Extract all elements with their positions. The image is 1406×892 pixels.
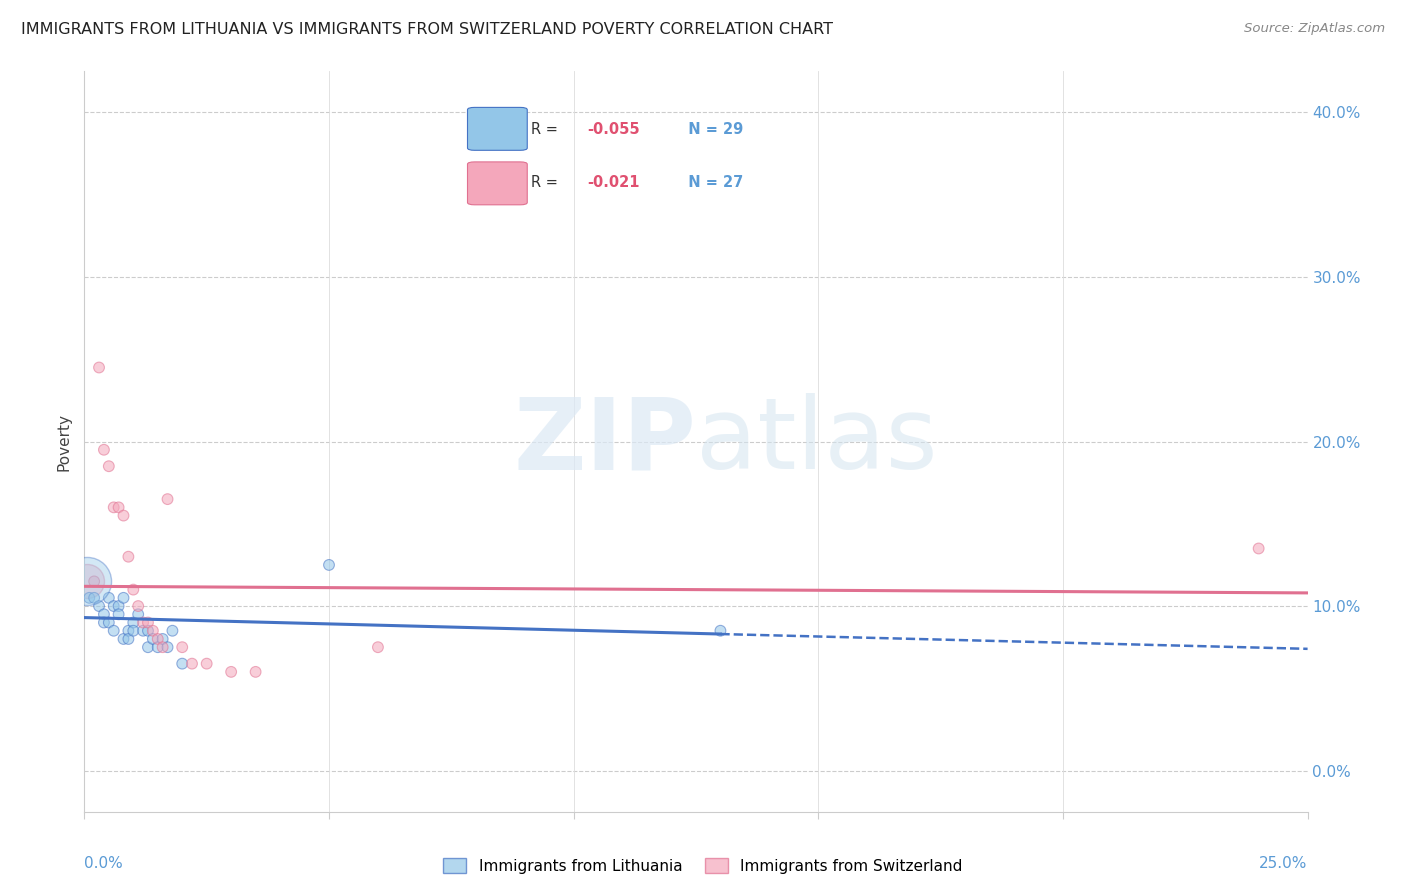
Point [122, 615, 145, 630]
Point [103, 599, 125, 613]
Text: ZIP: ZIP [513, 393, 696, 490]
Point [117, 624, 139, 638]
Text: -0.021: -0.021 [588, 175, 640, 190]
Point [195, 657, 218, 671]
Point [136, 615, 159, 630]
Point [107, 607, 129, 622]
Text: R =: R = [531, 175, 562, 190]
Point [1247, 541, 1270, 556]
Text: R =: R = [531, 122, 562, 137]
Point [83, 591, 105, 605]
Point [132, 615, 155, 630]
Point [76, 574, 98, 589]
Point [107, 599, 129, 613]
Point [93, 615, 115, 630]
Point [76, 574, 98, 589]
Point [122, 582, 145, 597]
Point [87, 599, 110, 613]
Point [162, 624, 184, 638]
Text: N = 29: N = 29 [679, 122, 744, 137]
Point [112, 508, 135, 523]
Point [156, 640, 179, 655]
Point [97, 591, 120, 605]
Point [142, 624, 165, 638]
Point [146, 632, 169, 646]
Point [93, 607, 115, 622]
Point [93, 442, 115, 457]
Point [103, 624, 125, 638]
Point [127, 607, 149, 622]
Point [136, 640, 159, 655]
Text: -0.055: -0.055 [588, 122, 640, 137]
Text: IMMIGRANTS FROM LITHUANIA VS IMMIGRANTS FROM SWITZERLAND POVERTY CORRELATION CHA: IMMIGRANTS FROM LITHUANIA VS IMMIGRANTS … [21, 22, 834, 37]
FancyBboxPatch shape [467, 107, 527, 150]
Point [117, 632, 139, 646]
Point [146, 640, 169, 655]
Point [117, 549, 139, 564]
Point [112, 632, 135, 646]
Point [709, 624, 731, 638]
Text: 25.0%: 25.0% [1260, 856, 1308, 871]
Point [367, 640, 389, 655]
Point [172, 657, 194, 671]
Point [103, 500, 125, 515]
Y-axis label: Poverty: Poverty [56, 412, 72, 471]
Point [152, 632, 174, 646]
Point [97, 459, 120, 474]
Point [97, 615, 120, 630]
Point [318, 558, 340, 572]
FancyBboxPatch shape [467, 162, 527, 205]
Point [127, 599, 149, 613]
Point [112, 591, 135, 605]
Point [136, 624, 159, 638]
Text: 0.0%: 0.0% [84, 856, 124, 871]
Point [107, 500, 129, 515]
Point [87, 360, 110, 375]
Point [122, 624, 145, 638]
Point [142, 632, 165, 646]
Point [172, 640, 194, 655]
Point [245, 665, 267, 679]
Text: Source: ZipAtlas.com: Source: ZipAtlas.com [1244, 22, 1385, 36]
Point [156, 492, 179, 507]
Point [132, 624, 155, 638]
Point [219, 665, 242, 679]
Point [181, 657, 204, 671]
Text: N = 27: N = 27 [679, 175, 744, 190]
Point [77, 591, 100, 605]
Text: atlas: atlas [696, 393, 938, 490]
Legend: Immigrants from Lithuania, Immigrants from Switzerland: Immigrants from Lithuania, Immigrants fr… [437, 852, 969, 880]
Point [83, 574, 105, 589]
Point [152, 640, 174, 655]
